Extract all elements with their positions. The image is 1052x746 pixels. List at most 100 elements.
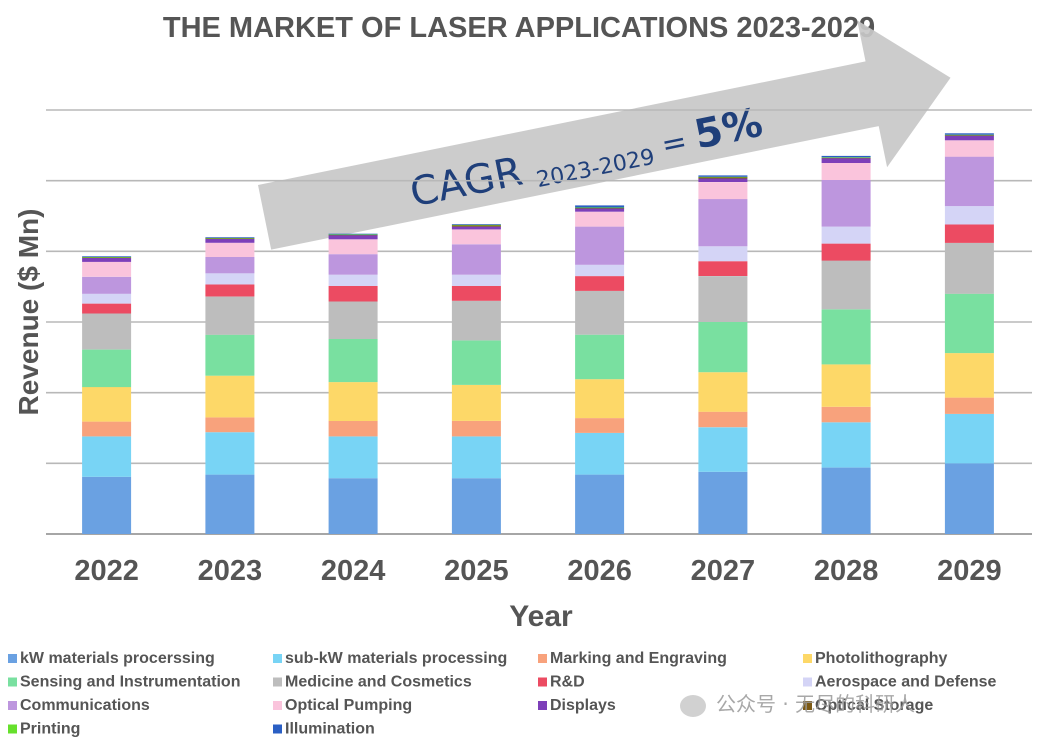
- bar-segment: [328, 339, 378, 383]
- y-axis-label: Revenue ($ Mn): [13, 209, 44, 416]
- bar-segment: [451, 300, 501, 341]
- bar-stack-2029: [944, 133, 994, 534]
- legend-item: Optical Pumping: [273, 697, 412, 714]
- bar-segment: [698, 471, 748, 534]
- legend-item: Photolithography: [803, 650, 948, 667]
- legend-swatch: [538, 654, 547, 663]
- bar-stack-2024: [328, 233, 378, 534]
- legend-label: Optical Storage: [815, 697, 933, 714]
- bar-segment: [944, 133, 994, 135]
- bar-segment: [575, 432, 625, 475]
- cagr-arrow-shape: [258, 20, 951, 250]
- bar-segment: [944, 140, 994, 157]
- bar-segment: [575, 207, 625, 209]
- legend-label: sub-kW materials processing: [285, 650, 507, 667]
- bar-segment: [698, 246, 748, 262]
- legend-label: Printing: [20, 721, 80, 738]
- bar-segment: [698, 199, 748, 247]
- bar-segment: [328, 382, 378, 421]
- legend-item: Aerospace and Defense: [803, 674, 997, 691]
- bar-segment: [451, 224, 501, 225]
- bar-segment: [328, 420, 378, 437]
- bar-segment: [575, 474, 625, 534]
- bar-segment: [328, 235, 378, 240]
- bar-segment: [205, 238, 255, 239]
- legend-label: Displays: [550, 697, 616, 714]
- x-tick-label: 2024: [321, 555, 386, 587]
- bar-segment: [82, 476, 132, 534]
- bar-segment: [944, 353, 994, 398]
- bar-segment: [821, 163, 871, 180]
- bar-segment: [451, 420, 501, 437]
- bar-segment: [328, 274, 378, 286]
- legend-swatch: [803, 677, 812, 687]
- bar-segment: [82, 276, 132, 294]
- watermark: 公众号 · 无尽的科研人: [680, 688, 915, 717]
- bar-segment: [821, 260, 871, 310]
- bar-segment: [205, 257, 255, 274]
- bar-segment: [575, 290, 625, 335]
- bar-segment: [451, 226, 501, 230]
- bar-segment: [944, 242, 994, 294]
- legend-label: Aerospace and Defense: [815, 674, 997, 691]
- bar-segment: [205, 273, 255, 285]
- bar-segment: [944, 135, 994, 136]
- bar-segment: [328, 233, 378, 235]
- bar-segment: [82, 303, 132, 314]
- bar-segment: [205, 238, 255, 243]
- legend-item: kW materials procerssing: [8, 650, 215, 667]
- bar-stack-2025: [451, 224, 501, 534]
- legend-label: R&D: [550, 674, 585, 691]
- x-tick-label: 2023: [198, 555, 263, 587]
- bar-segment: [82, 421, 132, 437]
- x-tick-label: 2029: [937, 555, 1002, 587]
- legend-label: Communications: [20, 697, 150, 714]
- bar-segment: [575, 264, 625, 277]
- legend-label: Marking and Engraving: [550, 650, 727, 667]
- bar-segment: [82, 293, 132, 304]
- bar-segment: [944, 413, 994, 464]
- bar-segment: [821, 309, 871, 365]
- legend-item: Printing: [8, 721, 80, 738]
- bar-segment: [82, 436, 132, 477]
- bar-segment: [821, 364, 871, 407]
- bar-segment: [451, 436, 501, 479]
- bar-segment: [575, 418, 625, 433]
- bar-segment: [451, 340, 501, 385]
- bar-segment: [451, 224, 501, 226]
- x-tick-label: 2027: [691, 555, 756, 587]
- bar-segment: [698, 322, 748, 373]
- bar-segment: [451, 274, 501, 286]
- legend-swatch: [273, 677, 282, 687]
- bar-segment: [82, 257, 132, 262]
- bar-segment: [575, 211, 625, 227]
- bar-segment: [328, 234, 378, 235]
- bar-stack-2028: [821, 155, 871, 534]
- bar-segment: [575, 276, 625, 291]
- bar-segment: [82, 349, 132, 388]
- bar-segment: [205, 334, 255, 376]
- bar-segment: [944, 206, 994, 225]
- legend-label: Optical Pumping: [285, 697, 412, 714]
- legend-label: Photolithography: [815, 650, 948, 667]
- bar-segment: [698, 427, 748, 472]
- bar-segment: [205, 237, 255, 238]
- bar-segment: [328, 436, 378, 479]
- legend-swatch: [803, 654, 812, 663]
- bar-segment: [944, 397, 994, 414]
- legend-label: Medicine and Cosmetics: [285, 674, 472, 691]
- bar-segment: [451, 384, 501, 421]
- legend-swatch: [803, 701, 812, 710]
- legend-swatch: [538, 701, 547, 710]
- bar-segment: [944, 224, 994, 243]
- bar-segment: [575, 208, 625, 212]
- legend-item: Displays: [538, 697, 616, 714]
- bar-segment: [944, 134, 994, 136]
- x-axis-label: Year: [509, 600, 573, 633]
- bar-segment: [205, 284, 255, 297]
- bar-segment: [821, 467, 871, 534]
- bar-segment: [205, 417, 255, 433]
- bar-segment: [821, 180, 871, 227]
- legend-label: kW materials procerssing: [20, 650, 215, 667]
